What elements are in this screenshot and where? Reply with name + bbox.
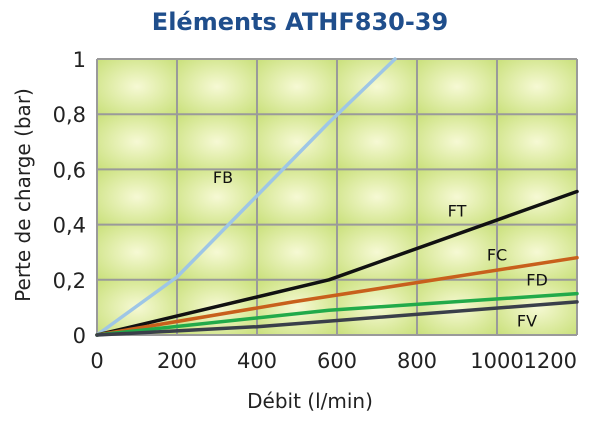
x-tick-label: 1000 <box>470 349 523 373</box>
series-label-fc: FC <box>487 245 507 264</box>
plot-cell <box>257 224 337 280</box>
y-axis-label: Perte de charge (bar) <box>11 88 35 302</box>
plot-cell <box>497 224 577 280</box>
plot-cell <box>257 169 337 225</box>
plot-cell <box>97 224 177 280</box>
x-axis-label: Débit (l/min) <box>247 389 373 413</box>
series-labels: FB FT FC FD FV <box>213 168 548 331</box>
plot-cell <box>257 114 337 170</box>
plot-cell <box>417 169 497 225</box>
y-tick-label: 0 <box>73 324 86 348</box>
plot-cell <box>337 114 417 170</box>
y-axis-ticks: 0 0,2 0,4 0,6 0,8 1 <box>53 48 86 348</box>
plot-cell <box>417 59 497 115</box>
series-layer <box>95 57 579 337</box>
x-tick-label: 200 <box>157 349 197 373</box>
plot-cell <box>257 59 337 115</box>
plot-cell <box>97 169 177 225</box>
x-tick-label: 800 <box>397 349 437 373</box>
y-tick-label: 0,4 <box>53 214 86 238</box>
plot-cell <box>497 114 577 170</box>
y-tick-label: 0,2 <box>53 269 86 293</box>
series-line-fd <box>95 291 579 337</box>
series-line-ft <box>95 189 579 337</box>
series-label-fd: FD <box>526 270 548 289</box>
series-label-ft: FT <box>448 201 467 220</box>
series-line-fc <box>95 255 579 337</box>
y-tick-label: 1 <box>73 48 86 72</box>
series-line-fv <box>95 300 579 337</box>
series-label-fb: FB <box>213 168 233 187</box>
x-tick-label: 400 <box>237 349 277 373</box>
y-tick-label: 0,8 <box>53 103 86 127</box>
x-tick-label: 1200 <box>524 349 577 373</box>
x-tick-label: 0 <box>90 349 103 373</box>
plot-cell <box>97 59 177 115</box>
plot-cell <box>177 169 257 225</box>
plot-cell <box>417 114 497 170</box>
plot-cell <box>177 114 257 170</box>
x-tick-label: 600 <box>317 349 357 373</box>
plot-cell <box>337 169 417 225</box>
x-axis-ticks: 0 200 400 600 800 1000 1200 <box>90 349 577 373</box>
gridlines <box>96 58 578 336</box>
y-tick-label: 0,6 <box>53 158 86 182</box>
plot-cell <box>177 224 257 280</box>
plot-cell <box>497 59 577 115</box>
plot-cell <box>337 59 417 115</box>
plot-cell <box>177 59 257 115</box>
plot-cell <box>97 114 177 170</box>
series-line-fb <box>95 57 397 337</box>
series-label-fv: FV <box>517 312 537 331</box>
chart-title: Eléments ATHF830-39 <box>152 8 448 36</box>
